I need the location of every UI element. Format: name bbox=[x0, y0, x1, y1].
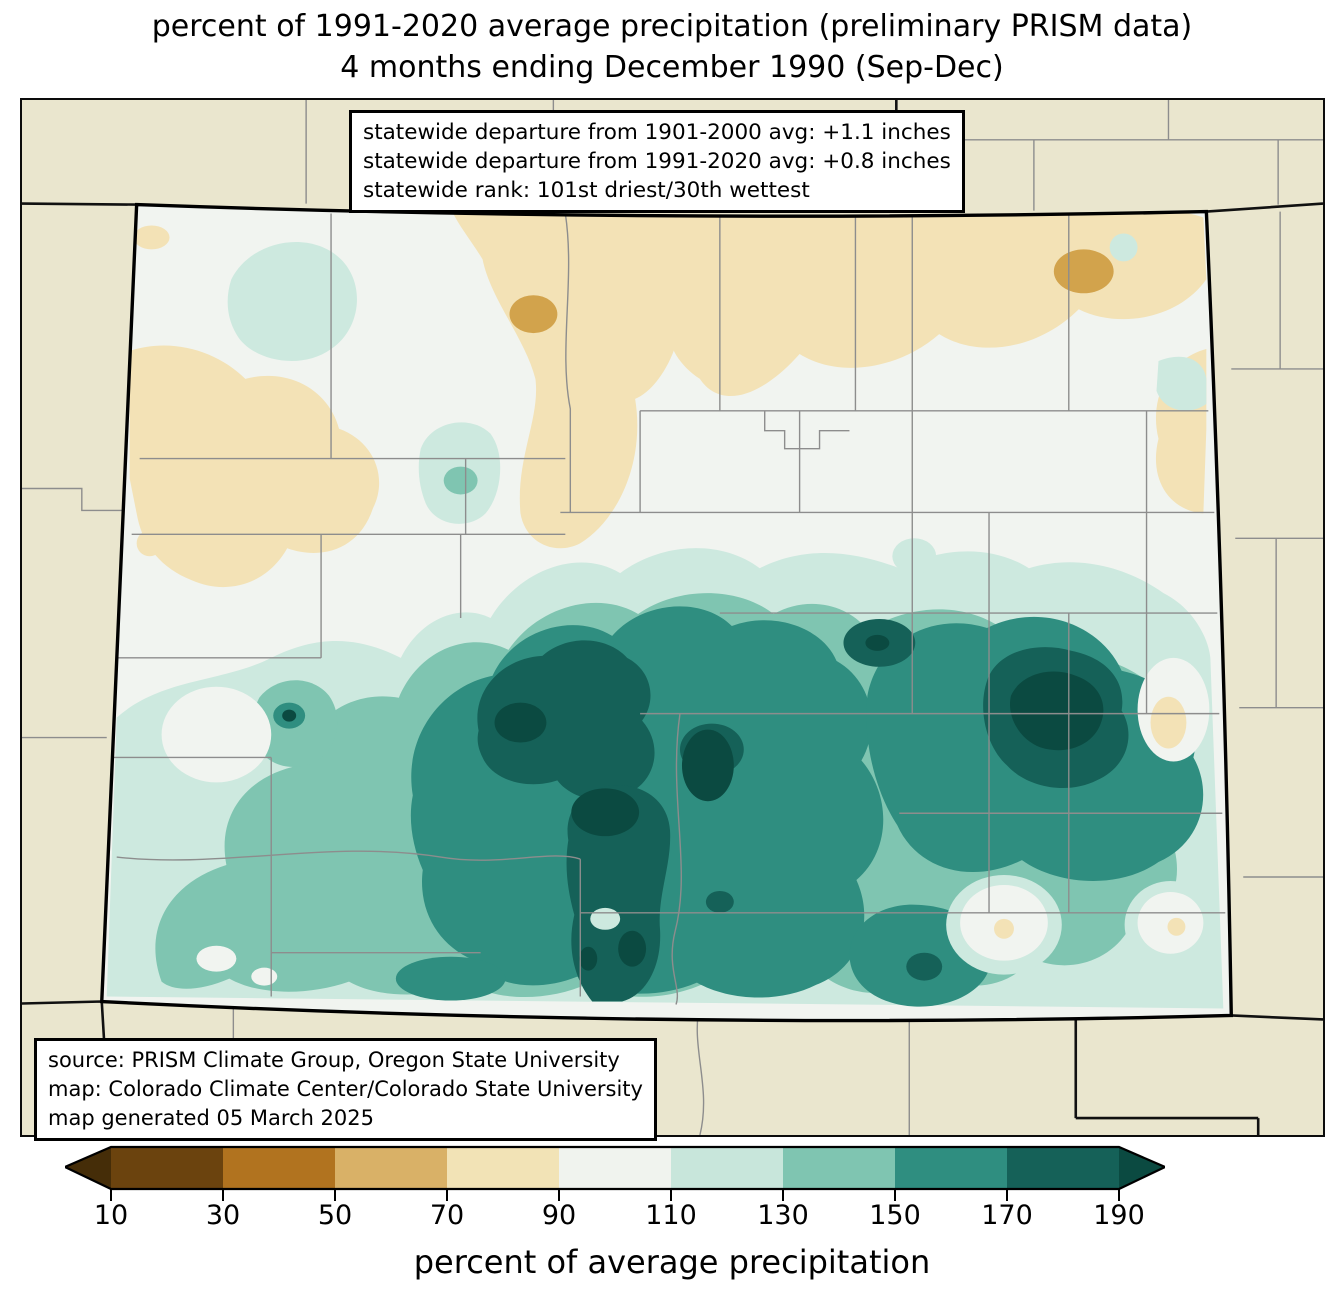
source-line-2: map: Colorado Climate Center/Colorado St… bbox=[48, 1077, 643, 1101]
colorbar-tick-label: 50 bbox=[317, 1200, 353, 1231]
stats-line-1: statewide departure from 1901-2000 avg: … bbox=[363, 120, 951, 145]
colorbar-segment bbox=[671, 1147, 783, 1189]
colorbar-right-arrow bbox=[1119, 1147, 1165, 1189]
title-line-1: percent of 1991-2020 average precipitati… bbox=[151, 9, 1193, 44]
colorbar-tick-label: 10 bbox=[93, 1200, 129, 1231]
colorbar bbox=[65, 1145, 1165, 1201]
colorbar-segment bbox=[1007, 1147, 1119, 1189]
source-line-3: map generated 05 March 2025 bbox=[48, 1106, 375, 1130]
colorbar-ticks bbox=[110, 1189, 1120, 1201]
stats-line-2: statewide departure from 1991-2020 avg: … bbox=[363, 149, 951, 174]
source-line-1: source: PRISM Climate Group, Oregon Stat… bbox=[48, 1048, 620, 1072]
colorbar-tick-label: 130 bbox=[757, 1200, 809, 1231]
colorbar-left-arrow bbox=[65, 1147, 111, 1189]
colorbar-tick-label: 150 bbox=[869, 1200, 921, 1231]
colorbar-tick-label: 170 bbox=[981, 1200, 1033, 1231]
figure-title: percent of 1991-2020 average precipitati… bbox=[0, 6, 1344, 88]
colorbar-segment bbox=[111, 1147, 223, 1189]
colorbar-tick-label: 30 bbox=[205, 1200, 241, 1231]
title-line-2: 4 months ending December 1990 (Sep-Dec) bbox=[340, 50, 1004, 85]
colorbar-tick-label: 70 bbox=[429, 1200, 465, 1231]
statewide-stats-box: statewide departure from 1901-2000 avg: … bbox=[349, 110, 965, 213]
colorbar-segment bbox=[447, 1147, 559, 1189]
colorbar-segment bbox=[783, 1147, 895, 1189]
colorbar-segment bbox=[223, 1147, 335, 1189]
stats-line-3: statewide rank: 101st driest/30th wettes… bbox=[363, 178, 810, 203]
source-attribution-box: source: PRISM Climate Group, Oregon Stat… bbox=[34, 1038, 657, 1141]
colorado-state-border bbox=[99, 202, 1234, 1023]
map-panel: statewide departure from 1901-2000 avg: … bbox=[20, 98, 1325, 1141]
colorbar-tick-label: 90 bbox=[541, 1200, 577, 1231]
colorbar-caption: percent of average precipitation bbox=[413, 1243, 931, 1281]
colorbar-tick-label: 110 bbox=[645, 1200, 697, 1231]
contours-darkest-teal bbox=[282, 634, 1104, 971]
colorbar-segment bbox=[335, 1147, 447, 1189]
colorbar-segment bbox=[895, 1147, 1007, 1189]
colorbar-segment bbox=[559, 1147, 671, 1189]
colorbar-tick-label: 190 bbox=[1093, 1200, 1145, 1231]
contours-medium-north-kernel bbox=[443, 466, 478, 495]
county-lines bbox=[111, 213, 1226, 1005]
colorado-precip-map bbox=[22, 100, 1323, 1135]
